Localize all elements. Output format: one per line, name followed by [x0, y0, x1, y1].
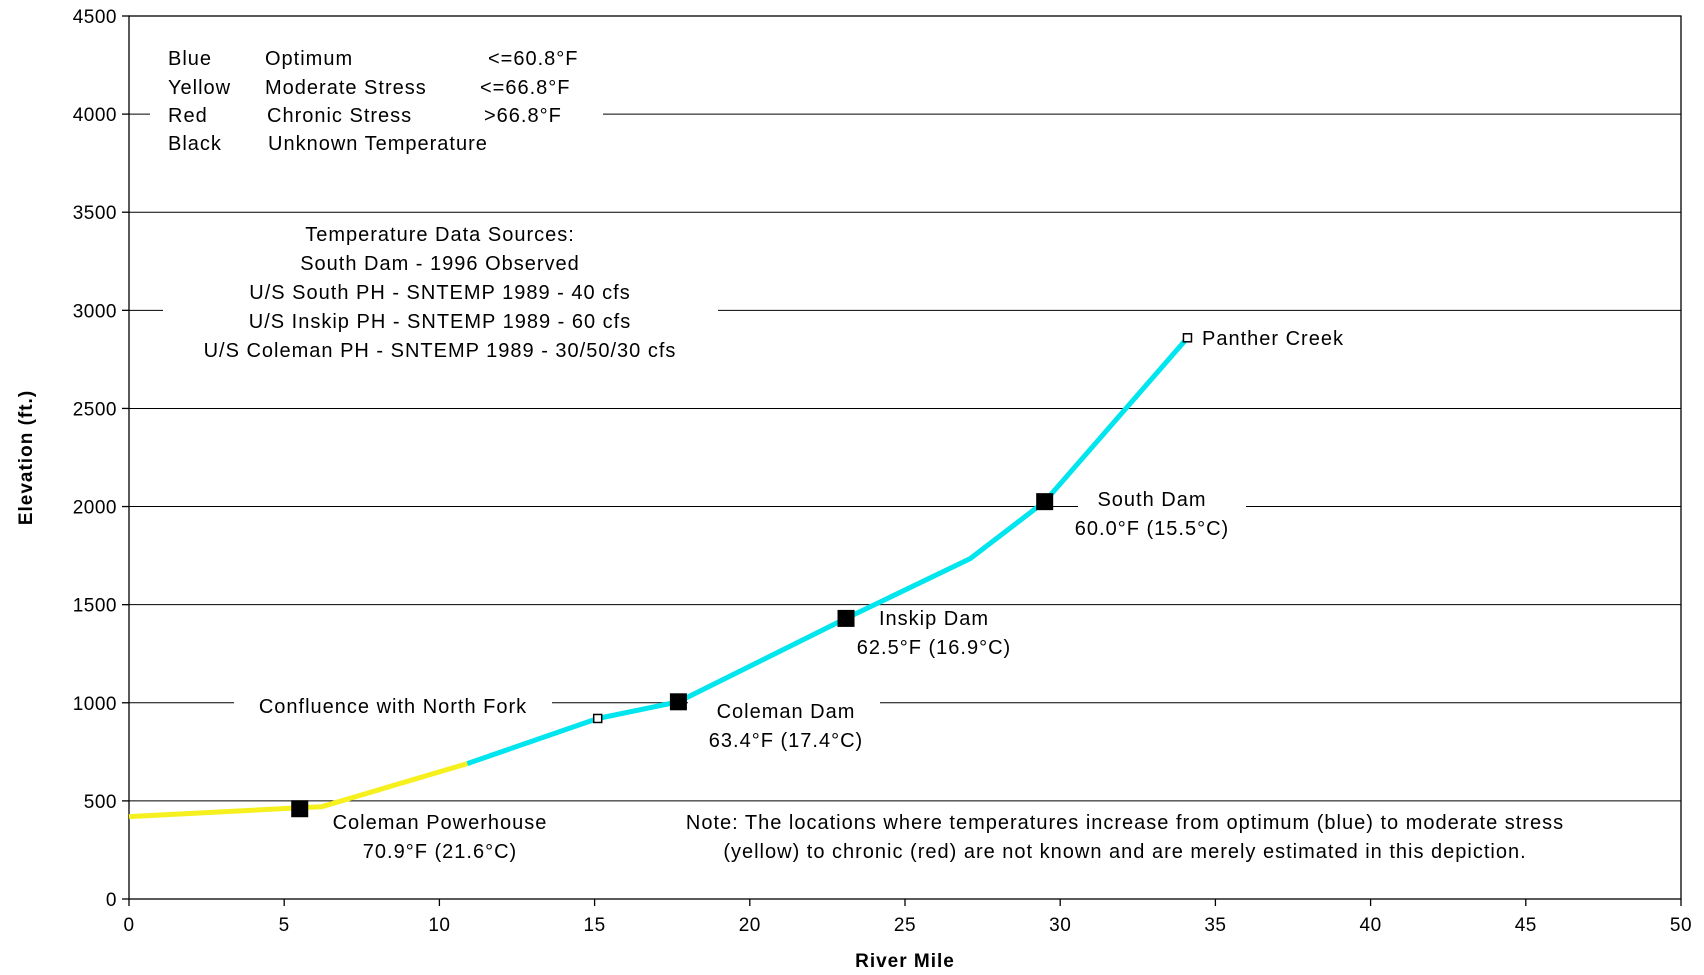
site-annotations: Panther Creek South Dam 60.0°F (15.5°C) …: [259, 328, 1344, 863]
y-tick-label: 1500: [73, 596, 117, 617]
open-square-marker: [592, 713, 603, 724]
source-line: U/S Inskip PH - SNTEMP 1989 - 60 cfs: [249, 311, 631, 333]
estimation-note: Note: The locations where temperatures i…: [686, 812, 1564, 863]
y-tick-labels: 0 500 1000 1500 2000 2500 3000 3500 4000 4500: [73, 7, 117, 911]
label-south-dam-temp: 60.0°F (15.5°C): [1075, 518, 1229, 540]
label-coleman-dam: Coleman Dam: [717, 701, 856, 723]
y-tick-label: 0: [106, 890, 117, 911]
legend-color-red: Red: [168, 105, 208, 127]
legend-color-black: Black: [168, 133, 222, 155]
x-tick-label: 50: [1670, 915, 1692, 936]
annotation-background: [234, 689, 552, 721]
legend-desc-unknown: Unknown Temperature: [268, 133, 488, 155]
note-line: (yellow) to chronic (red) are not known …: [723, 841, 1526, 863]
y-tick-label: 4000: [73, 105, 117, 126]
label-inskip-dam-temp: 62.5°F (16.9°C): [857, 637, 1011, 659]
y-axis-title: Elevation (ft.): [16, 390, 37, 525]
y-tick-label: 3500: [73, 203, 117, 224]
annotation-background: [163, 216, 718, 366]
x-tick-label: 0: [123, 915, 134, 936]
y-tick-label: 500: [84, 792, 117, 813]
label-south-dam: South Dam: [1097, 489, 1206, 511]
temperature-data-sources: Temperature Data Sources: South Dam - 19…: [204, 224, 677, 362]
filled-square-marker: [1036, 493, 1054, 511]
label-confluence-north-fork: Confluence with North Fork: [259, 696, 527, 718]
filled-square-marker: [837, 609, 855, 627]
label-coleman-dam-temp: 63.4°F (17.4°C): [709, 730, 863, 752]
x-tick-label: 45: [1515, 915, 1537, 936]
y-tick-label: 2500: [73, 399, 117, 420]
x-tick-label: 5: [279, 915, 290, 936]
x-tick-label: 10: [428, 915, 450, 936]
legend-threshold-chronic: >66.8°F: [484, 105, 562, 127]
x-tick-label: 40: [1360, 915, 1382, 936]
sources-heading: Temperature Data Sources:: [305, 224, 575, 246]
y-tick-label: 3000: [73, 301, 117, 322]
legend-desc-moderate: Moderate Stress: [265, 77, 427, 99]
filled-square-marker: [669, 693, 687, 711]
legend-desc-chronic: Chronic Stress: [267, 105, 412, 127]
legend-desc-optimum: Optimum: [265, 48, 353, 70]
label-inskip-dam: Inskip Dam: [879, 608, 989, 630]
x-axis-title: River Mile: [855, 951, 955, 972]
legend-threshold-optimum: <=60.8°F: [488, 48, 579, 70]
point-markers: [291, 333, 1193, 818]
source-line: South Dam - 1996 Observed: [300, 253, 580, 275]
annotation-background: [1078, 482, 1246, 544]
open-square-marker: [1182, 333, 1193, 343]
x-tick-label: 30: [1049, 915, 1071, 936]
note-line: Note: The locations where temperatures i…: [686, 812, 1564, 834]
legend-color-blue: Blue: [168, 48, 212, 70]
label-coleman-powerhouse-temp: 70.9°F (21.6°C): [363, 841, 517, 863]
x-tick-labels: 0 5 10 15 20 25 30 35 40 45 50: [123, 915, 1692, 936]
annotation-backgrounds: [150, 40, 1246, 760]
legend-threshold-moderate: <=66.8°F: [480, 77, 571, 99]
plot-frame: [122, 15, 1682, 906]
series-line-yellow: [128, 761, 469, 820]
source-line: U/S Coleman PH - SNTEMP 1989 - 30/50/30 …: [204, 340, 677, 362]
source-line: U/S South PH - SNTEMP 1989 - 40 cfs: [249, 282, 630, 304]
x-tick-label: 15: [584, 915, 606, 936]
legend-color-yellow: Yellow: [168, 77, 231, 99]
x-tick-label: 35: [1204, 915, 1226, 936]
annotation-background: [688, 696, 880, 760]
filled-square-marker: [291, 800, 309, 818]
x-tick-label: 25: [894, 915, 916, 936]
label-panther-creek: Panther Creek: [1202, 328, 1344, 350]
y-tick-label: 1000: [73, 694, 117, 715]
y-tick-label: 2000: [73, 498, 117, 519]
temperature-legend: Blue Optimum <=60.8°F Yellow Moderate St…: [168, 48, 579, 155]
y-tick-label: 4500: [73, 7, 117, 28]
label-coleman-powerhouse: Coleman Powerhouse: [333, 812, 548, 834]
x-tick-label: 20: [739, 915, 761, 936]
annotation-background: [150, 40, 603, 168]
series-lines: [128, 336, 1190, 820]
